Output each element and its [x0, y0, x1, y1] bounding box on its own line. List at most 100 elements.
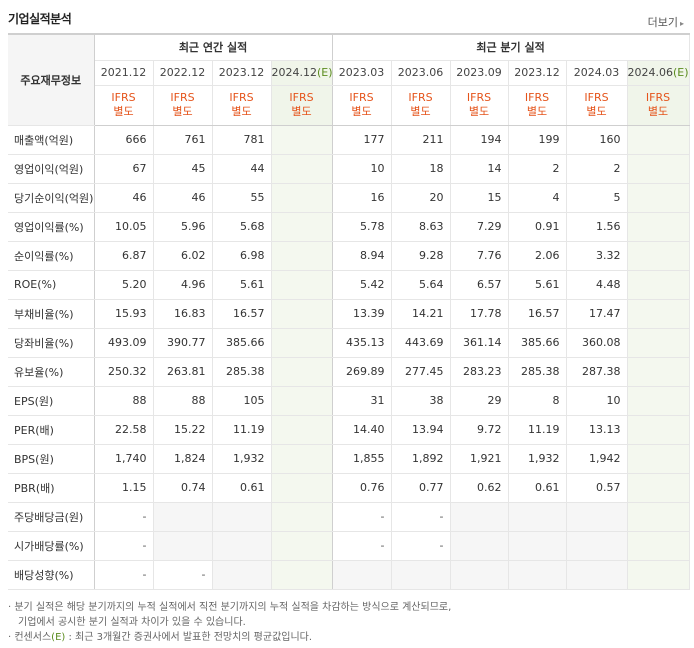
table-row: 유보율(%) 250.32 263.81 285.38 269.89 277.45 283.…: [8, 357, 690, 387]
row-label: PBR(배): [8, 473, 95, 503]
period-label: 2021.12: [100, 66, 147, 79]
estimate-cell: [627, 125, 690, 155]
value-cell: 385.66: [508, 328, 567, 358]
value-cell: 435.13: [332, 328, 392, 358]
value-cell: 9.72: [450, 415, 509, 445]
value-cell: 46: [153, 183, 213, 213]
value-cell: 16.83: [153, 298, 213, 329]
value-cell: 0.61: [508, 473, 567, 503]
value-cell: 6.57: [450, 270, 509, 300]
value-cell: 1,942: [566, 444, 628, 474]
value-cell: 6.02: [153, 241, 213, 271]
value-cell: 8: [508, 385, 567, 416]
value-cell: 14.40: [332, 415, 392, 445]
table-row: 영업이익률(%) 10.05 5.96 5.68 5.78 8.63 7.29 0.91 1.5…: [8, 211, 690, 242]
ifrs-cell: IFRS 별도: [508, 85, 567, 126]
value-cell: 666: [94, 125, 154, 155]
value-cell: 13.94: [391, 415, 451, 445]
value-cell: 10: [566, 385, 628, 416]
ifrs-sub-label: 별도: [231, 105, 252, 118]
table-row: 배당성향(%) - -: [8, 560, 690, 590]
table-row: 순이익률(%) 6.87 6.02 6.98 8.94 9.28 7.76 2.06 3.32: [8, 241, 690, 271]
value-cell: [212, 531, 272, 561]
estimate-cell: [627, 154, 690, 184]
estimate-cell: [271, 154, 333, 184]
value-cell: 5.68: [212, 211, 272, 242]
value-cell: [391, 560, 451, 590]
value-cell: 1.56: [566, 211, 628, 242]
more-link[interactable]: 더보기 ▸: [648, 14, 684, 30]
row-label: 매출액(억원): [8, 125, 95, 155]
estimate-cell: [271, 473, 333, 503]
period-annual-0: 2021.12: [94, 60, 154, 86]
ifrs-label: IFRS: [349, 91, 374, 104]
value-cell: 0.61: [212, 473, 272, 503]
value-cell: [332, 560, 392, 590]
value-cell: 283.23: [450, 357, 509, 387]
footnote-1: · 분기 실적은 해당 분기까지의 누적 실적에서 직전 분기까지의 누적 실적…: [8, 602, 452, 613]
estimate-cell: [627, 211, 690, 242]
footnotes: · 분기 실적은 해당 분기까지의 누적 실적에서 직전 분기까지의 누적 실적…: [8, 600, 688, 645]
value-cell: 443.69: [391, 328, 451, 358]
period-quarter-3: 2023.12: [508, 60, 567, 86]
ifrs-sub-label: 별도: [351, 105, 372, 118]
period-label: 2023.09: [456, 66, 502, 79]
value-cell: 781: [212, 125, 272, 155]
value-cell: [153, 501, 213, 532]
period-quarter-4: 2024.03: [566, 60, 628, 86]
footnote-2: · 컨센서스(E) : 최근 3개월간 증권사에서 발표한 전망치의 평균값입니…: [8, 630, 688, 645]
value-cell: 360.08: [566, 328, 628, 358]
value-cell: 18: [391, 154, 451, 184]
value-cell: 45: [153, 154, 213, 184]
value-cell: 38: [391, 385, 451, 416]
value-cell: 15: [450, 183, 509, 213]
estimate-cell: [627, 531, 690, 561]
table-row: 당기순이익(억원) 46 46 55 16 20 15 4 5: [8, 183, 690, 213]
value-cell: 5.64: [391, 270, 451, 300]
value-cell: 211: [391, 125, 451, 155]
value-cell: 1,892: [391, 444, 451, 474]
table-row: 부채비율(%) 15.93 16.83 16.57 13.39 14.21 17.78 16.…: [8, 298, 690, 329]
more-label: 더보기: [647, 16, 678, 29]
value-cell: 277.45: [391, 357, 451, 387]
ifrs-cell: IFRS 별도: [153, 85, 213, 126]
value-cell: 194: [450, 125, 509, 155]
value-cell: 55: [212, 183, 272, 213]
period-quarter-1: 2023.06: [391, 60, 451, 86]
ifrs-label: IFRS: [289, 91, 314, 104]
value-cell: -: [332, 531, 392, 561]
table-row: BPS(원) 1,740 1,824 1,932 1,855 1,892 1,921 1,93…: [8, 444, 690, 474]
value-cell: 9.28: [391, 241, 451, 271]
ifrs-sub-label: 별도: [291, 105, 312, 118]
value-cell: 2.06: [508, 241, 567, 271]
estimate-cell: [271, 531, 333, 561]
value-cell: 13.13: [566, 415, 628, 445]
value-cell: 5.61: [212, 270, 272, 300]
estimate-cell: [627, 560, 690, 590]
value-cell: 1,740: [94, 444, 154, 474]
value-cell: [508, 501, 567, 532]
period-label: 2024.12: [271, 66, 318, 79]
ifrs-sub-label: 별도: [172, 105, 193, 118]
value-cell: [212, 560, 272, 590]
value-cell: 4.96: [153, 270, 213, 300]
row-label: 순이익률(%): [8, 241, 95, 271]
row-label: EPS(원): [8, 385, 95, 416]
ifrs-cell: IFRS 별도: [450, 85, 509, 126]
value-cell: 20: [391, 183, 451, 213]
row-label: 주당배당금(원): [8, 501, 95, 532]
period-label: 2023.12: [218, 66, 265, 79]
period-quarter-0: 2023.03: [332, 60, 392, 86]
value-cell: 17.78: [450, 298, 509, 329]
estimate-cell: [271, 270, 333, 300]
value-cell: 5.61: [508, 270, 567, 300]
ifrs-sub-label: 별도: [526, 105, 548, 118]
value-cell: 14: [450, 154, 509, 184]
ifrs-sub-label: 별도: [410, 105, 431, 118]
value-cell: 7.29: [450, 211, 509, 242]
footnote-2-prefix: · 컨센서스: [8, 632, 52, 643]
value-cell: 17.47: [566, 298, 628, 329]
value-cell: 11.19: [508, 415, 567, 445]
period-label: 2022.12: [159, 66, 206, 79]
value-cell: 15.22: [153, 415, 213, 445]
